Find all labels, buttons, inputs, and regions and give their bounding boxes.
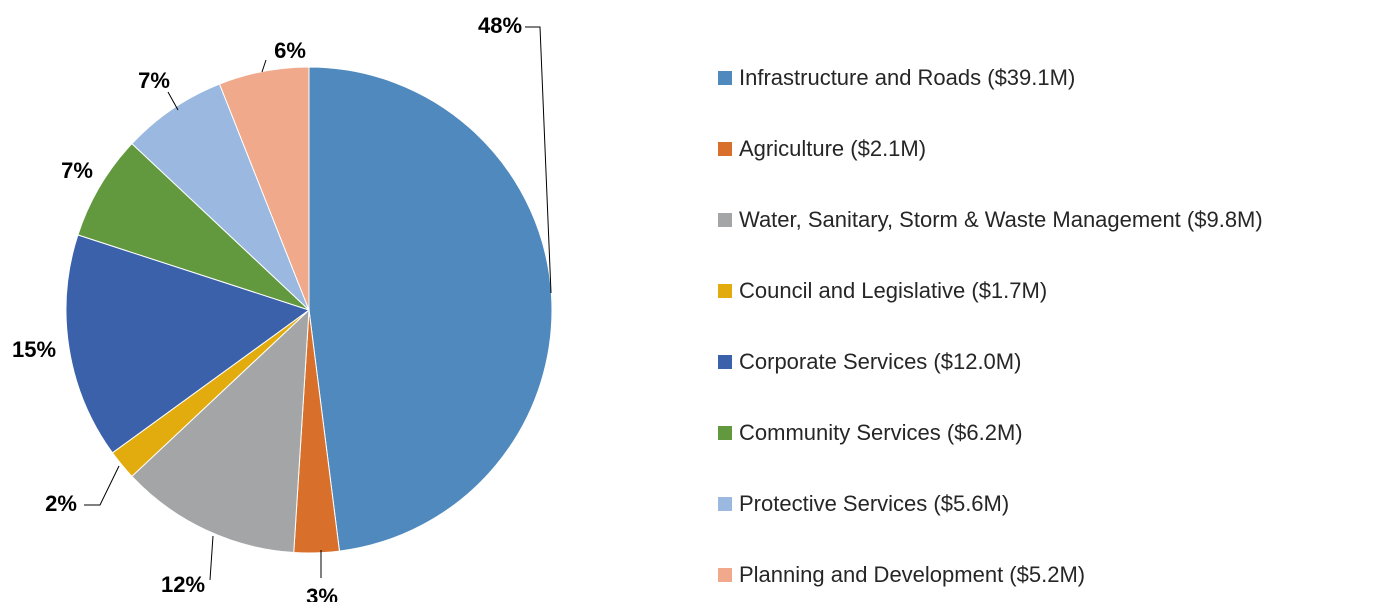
leader-line: [261, 59, 267, 73]
legend-label: Agriculture ($2.1M): [739, 135, 927, 161]
pie-slice: [218, 66, 310, 311]
pie-slice: [65, 234, 311, 454]
leader-line: [84, 465, 120, 506]
legend-item: Planning and Development ($5.2M): [718, 539, 1263, 610]
leader-line: [209, 535, 214, 581]
legend-item: Agriculture ($2.1M): [718, 113, 1263, 184]
data-label: 12%: [161, 572, 205, 597]
legend-label: Infrastructure and Roads ($39.1M): [739, 64, 1076, 90]
legend-label: Planning and Development ($5.2M): [739, 561, 1086, 587]
data-label: 48%: [478, 13, 522, 38]
data-label: 7%: [138, 68, 170, 93]
pie-slice: [131, 308, 310, 554]
legend-item: Infrastructure and Roads ($39.1M): [718, 42, 1263, 113]
legend-swatch: [718, 212, 732, 227]
leader-line: [167, 91, 179, 111]
legend-item: Community Services ($6.2M): [718, 397, 1263, 468]
legend-swatch: [718, 354, 732, 369]
legend-label: Protective Services ($5.6M): [739, 490, 1010, 516]
leader-lines: [84, 26, 552, 581]
legend-swatch: [718, 70, 732, 85]
legend-label: Council and Legislative ($1.7M): [739, 277, 1048, 303]
legend-label: Corporate Services ($12.0M): [739, 348, 1022, 374]
data-label: 7%: [61, 158, 93, 183]
data-label: 15%: [12, 337, 56, 362]
legend-item: Water, Sanitary, Storm & Waste Managemen…: [718, 184, 1263, 255]
legend-swatch: [718, 425, 732, 440]
pie-slices: [65, 66, 553, 554]
legend-item: Protective Services ($5.6M): [718, 468, 1263, 539]
pie-slice: [131, 83, 310, 311]
legend-label: Water, Sanitary, Storm & Waste Managemen…: [739, 206, 1263, 232]
legend-item: Council and Legislative ($1.7M): [718, 255, 1263, 326]
legend-swatch: [718, 567, 732, 582]
data-label: 2%: [45, 491, 77, 516]
legend-swatch: [718, 496, 732, 511]
leader-line: [525, 26, 552, 294]
pie-slice: [308, 66, 553, 552]
legend-label: Community Services ($6.2M): [739, 419, 1023, 445]
legend-swatch: [718, 141, 732, 156]
data-label: 3%: [306, 584, 338, 602]
pie-slice: [77, 142, 310, 311]
legend-item: Corporate Services ($12.0M): [718, 326, 1263, 397]
legend-swatch: [718, 283, 732, 298]
data-label: 6%: [274, 38, 306, 63]
legend: Infrastructure and Roads ($39.1M) Agricul…: [718, 42, 1263, 610]
data-labels: 48% 3% 12% 2% 15% 7% 7% 6%: [12, 13, 522, 602]
